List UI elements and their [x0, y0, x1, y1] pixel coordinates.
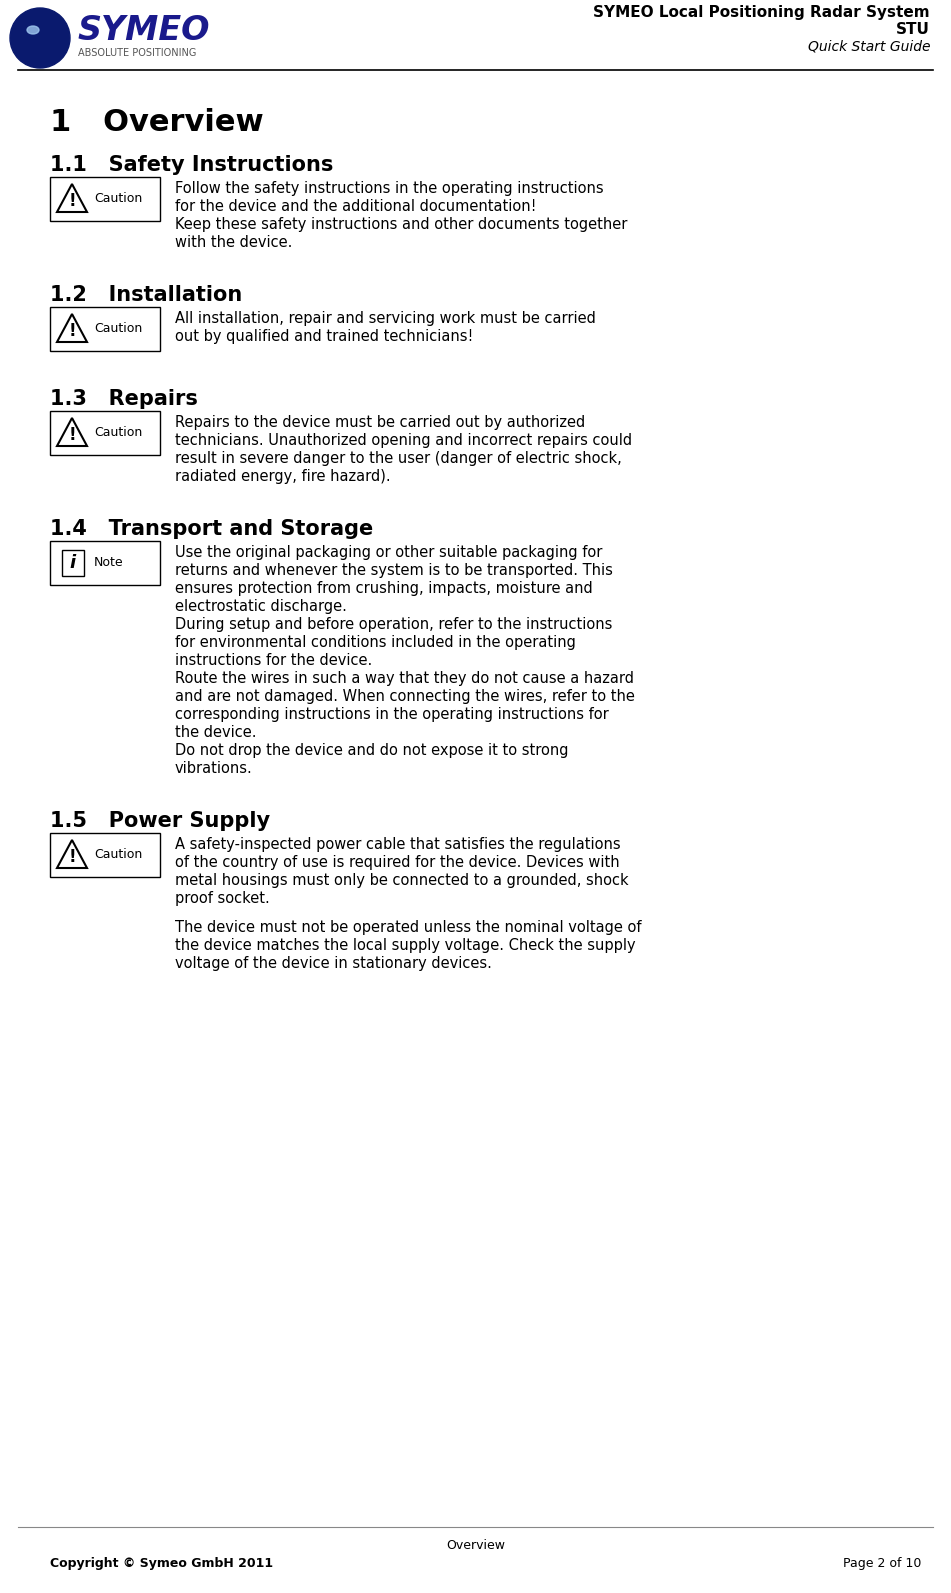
Text: Quick Start Guide: Quick Start Guide	[807, 38, 930, 53]
Text: vibrations.: vibrations.	[175, 761, 253, 776]
FancyBboxPatch shape	[50, 542, 160, 585]
Text: for the device and the additional documentation!: for the device and the additional docume…	[175, 199, 536, 213]
Text: Page 2 of 10: Page 2 of 10	[843, 1556, 921, 1571]
Text: The device must not be operated unless the nominal voltage of: The device must not be operated unless t…	[175, 919, 642, 935]
Text: All installation, repair and servicing work must be carried: All installation, repair and servicing w…	[175, 311, 596, 327]
Text: 1.1   Safety Instructions: 1.1 Safety Instructions	[50, 155, 334, 175]
Text: 1.2   Installation: 1.2 Installation	[50, 285, 243, 304]
FancyBboxPatch shape	[62, 550, 84, 577]
FancyBboxPatch shape	[50, 307, 160, 350]
Text: Do not drop the device and do not expose it to strong: Do not drop the device and do not expose…	[175, 742, 569, 758]
FancyBboxPatch shape	[50, 411, 160, 456]
Circle shape	[10, 8, 70, 68]
FancyBboxPatch shape	[50, 833, 160, 878]
Circle shape	[18, 16, 62, 61]
Text: metal housings must only be connected to a grounded, shock: metal housings must only be connected to…	[175, 873, 629, 887]
Text: instructions for the device.: instructions for the device.	[175, 653, 372, 667]
Text: 1   Overview: 1 Overview	[50, 108, 263, 137]
Text: of the country of use is required for the device. Devices with: of the country of use is required for th…	[175, 855, 620, 870]
Text: Use the original packaging or other suitable packaging for: Use the original packaging or other suit…	[175, 545, 602, 561]
Text: for environmental conditions included in the operating: for environmental conditions included in…	[175, 636, 576, 650]
Text: ABSOLUTE POSITIONING: ABSOLUTE POSITIONING	[78, 48, 196, 57]
Text: electrostatic discharge.: electrostatic discharge.	[175, 599, 347, 613]
Text: Repairs to the device must be carried out by authorized: Repairs to the device must be carried ou…	[175, 416, 585, 430]
Text: returns and whenever the system is to be transported. This: returns and whenever the system is to be…	[175, 562, 612, 578]
Text: result in severe danger to the user (danger of electric shock,: result in severe danger to the user (dan…	[175, 451, 622, 467]
Text: !: !	[68, 425, 76, 444]
Text: Route the wires in such a way that they do not cause a hazard: Route the wires in such a way that they …	[175, 671, 634, 687]
Text: During setup and before operation, refer to the instructions: During setup and before operation, refer…	[175, 616, 612, 632]
Text: and are not damaged. When connecting the wires, refer to the: and are not damaged. When connecting the…	[175, 690, 635, 704]
Text: Copyright © Symeo GmbH 2011: Copyright © Symeo GmbH 2011	[50, 1556, 273, 1571]
Text: Overview: Overview	[446, 1539, 505, 1552]
Text: with the device.: with the device.	[175, 236, 292, 250]
Text: SYMEO: SYMEO	[78, 14, 210, 48]
Text: voltage of the device in stationary devices.: voltage of the device in stationary devi…	[175, 956, 492, 970]
Text: STU: STU	[896, 22, 930, 37]
Text: Caution: Caution	[94, 322, 143, 336]
Text: out by qualified and trained technicians!: out by qualified and trained technicians…	[175, 330, 474, 344]
FancyBboxPatch shape	[50, 177, 160, 221]
Text: 1.4   Transport and Storage: 1.4 Transport and Storage	[50, 519, 373, 538]
Text: proof socket.: proof socket.	[175, 890, 270, 906]
Text: the device matches the local supply voltage. Check the supply: the device matches the local supply volt…	[175, 938, 635, 953]
Text: Caution: Caution	[94, 849, 143, 862]
Text: ensures protection from crushing, impacts, moisture and: ensures protection from crushing, impact…	[175, 581, 592, 596]
Text: Follow the safety instructions in the operating instructions: Follow the safety instructions in the op…	[175, 182, 604, 196]
Text: 1.3   Repairs: 1.3 Repairs	[50, 389, 198, 409]
Ellipse shape	[27, 25, 39, 33]
Text: the device.: the device.	[175, 725, 257, 741]
Text: 1.5   Power Supply: 1.5 Power Supply	[50, 811, 270, 832]
Text: corresponding instructions in the operating instructions for: corresponding instructions in the operat…	[175, 707, 609, 722]
Text: SYMEO Local Positioning Radar System: SYMEO Local Positioning Radar System	[593, 5, 930, 21]
Text: !: !	[68, 847, 76, 867]
Text: Note: Note	[94, 556, 124, 570]
Text: Caution: Caution	[94, 427, 143, 440]
Text: i: i	[70, 554, 76, 572]
Text: radiated energy, fire hazard).: radiated energy, fire hazard).	[175, 468, 391, 484]
Text: !: !	[68, 193, 76, 210]
Circle shape	[30, 29, 50, 48]
Text: Keep these safety instructions and other documents together: Keep these safety instructions and other…	[175, 217, 628, 233]
Text: technicians. Unauthorized opening and incorrect repairs could: technicians. Unauthorized opening and in…	[175, 433, 632, 448]
Text: A safety-inspected power cable that satisfies the regulations: A safety-inspected power cable that sati…	[175, 836, 621, 852]
Text: Caution: Caution	[94, 193, 143, 205]
Text: !: !	[68, 322, 76, 339]
